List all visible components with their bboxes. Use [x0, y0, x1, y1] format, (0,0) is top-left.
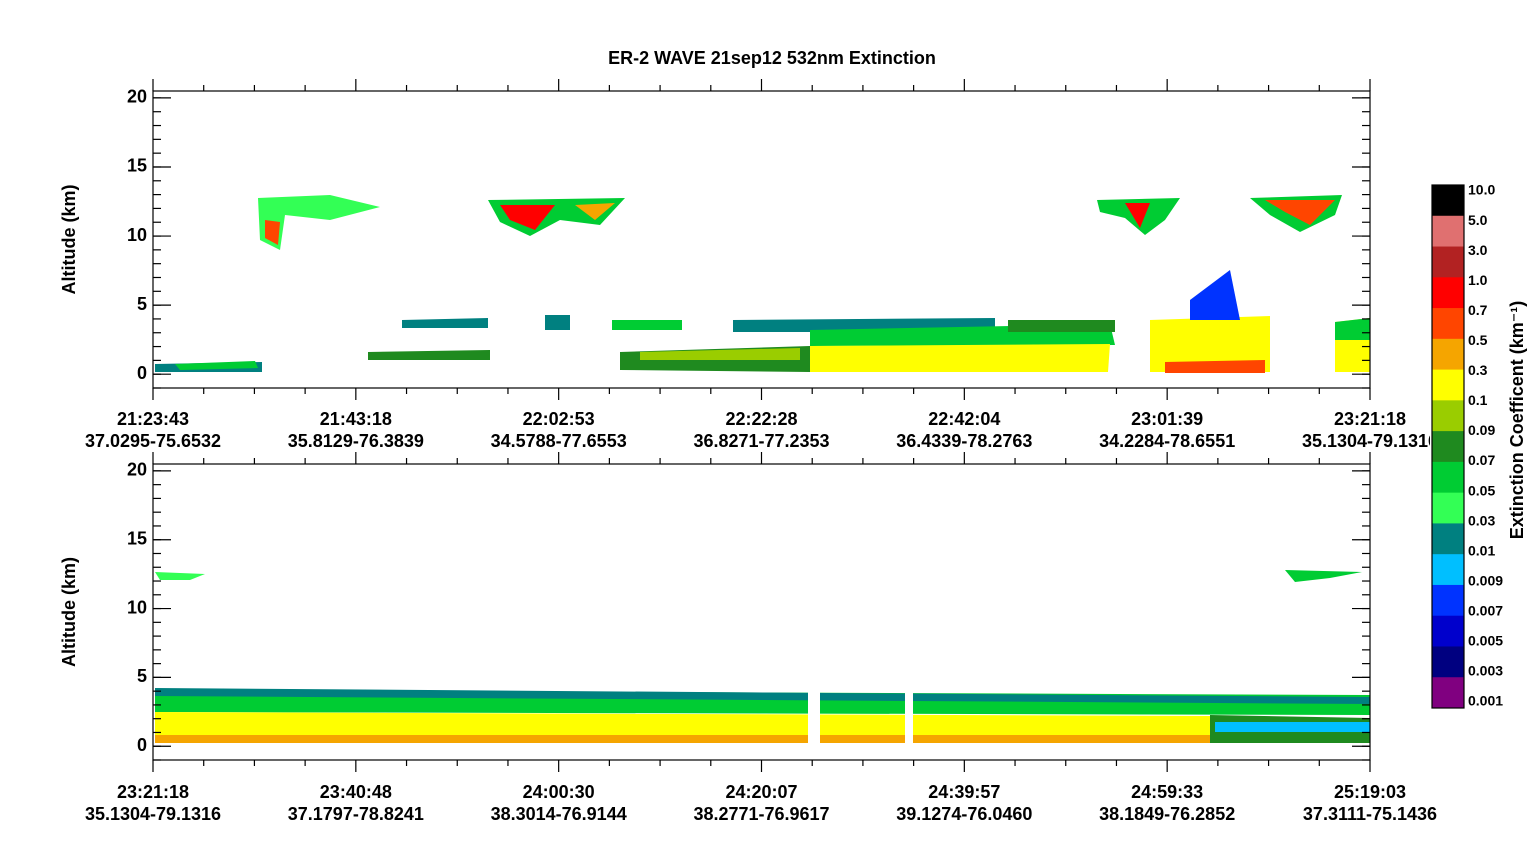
colorbar-label: 0.009 [1468, 572, 1503, 588]
colorbar-frame [1431, 184, 1465, 709]
colorbar-label: 0.5 [1468, 332, 1488, 348]
colorbar-label: 5.0 [1468, 212, 1488, 228]
colorbar-label: 0.001 [1468, 693, 1503, 709]
x-tick-time: 25:19:03 [1334, 782, 1406, 802]
x-tick-position: 38.1849-76.2852 [1099, 804, 1235, 824]
colorbar-label: 0.05 [1468, 482, 1495, 498]
colorbar-label: 0.03 [1468, 512, 1495, 528]
colorbar-band [1432, 431, 1464, 463]
y-axis-label: Altitude (km) [59, 557, 79, 667]
y-tick-label: 5 [137, 294, 147, 314]
y-tick-label: 10 [127, 597, 147, 617]
x-tick-position: 38.3014-76.9144 [491, 804, 627, 824]
colorbar-label: 0.07 [1468, 452, 1495, 468]
x-tick-time: 24:39:57 [928, 782, 1000, 802]
x-tick-position: 39.1274-76.0460 [896, 804, 1032, 824]
colorbar-band [1432, 615, 1464, 647]
colorbar-band [1432, 246, 1464, 278]
colorbar-label: 3.0 [1468, 242, 1488, 258]
x-tick-time: 22:22:28 [725, 409, 797, 429]
colorbar-band [1432, 400, 1464, 432]
y-tick-label: 15 [127, 156, 147, 176]
y-tick-label: 15 [127, 528, 147, 548]
x-tick-time: 22:42:04 [928, 409, 1000, 429]
colorbar-band [1432, 523, 1464, 555]
y-tick-label: 20 [127, 460, 147, 480]
colorbar-band [1432, 369, 1464, 401]
colorbar-band [1432, 492, 1464, 524]
colorbar-band [1432, 215, 1464, 248]
x-tick-time: 24:00:30 [523, 782, 595, 802]
colorbar-label: 1.0 [1468, 272, 1488, 288]
y-tick-label: 10 [127, 225, 147, 245]
colorbar-label: 0.003 [1468, 663, 1503, 679]
colorbar-band [1432, 308, 1464, 340]
colorbar-band [1432, 584, 1464, 617]
colorbar-label: 0.3 [1468, 362, 1488, 378]
x-tick-position: 37.3111-75.1436 [1303, 804, 1437, 824]
x-tick-position: 37.0295-75.6532 [85, 431, 221, 451]
colorbar-label: 0.1 [1468, 392, 1488, 408]
x-tick-position: 34.2284-78.6551 [1099, 431, 1235, 451]
chart-title: ER-2 WAVE 21sep12 532nm Extinction [608, 48, 936, 68]
colorbar-label: 0.005 [1468, 633, 1503, 649]
colorbar-title: Extinction Coefficent (km⁻¹) [1507, 301, 1527, 540]
x-tick-time: 24:20:07 [725, 782, 797, 802]
y-tick-label: 0 [137, 735, 147, 755]
y-tick-label: 20 [127, 87, 147, 107]
x-tick-time: 24:59:33 [1131, 782, 1203, 802]
colorbar-band [1432, 461, 1464, 494]
x-tick-position: 34.5788-77.6553 [491, 431, 627, 451]
x-tick-time: 23:21:18 [1334, 409, 1406, 429]
colorbar-band [1432, 338, 1464, 371]
colorbar-band [1432, 277, 1464, 309]
x-tick-position: 35.1304-79.1316 [85, 804, 221, 824]
y-axis-label: Altitude (km) [59, 184, 79, 294]
colorbar-label: 0.007 [1468, 603, 1503, 619]
x-tick-position: 35.8129-76.3839 [288, 431, 424, 451]
x-tick-time: 23:40:48 [320, 782, 392, 802]
colorbar-label: 0.7 [1468, 302, 1488, 318]
colorbar-label: 0.09 [1468, 422, 1495, 438]
colorbar-band [1432, 646, 1464, 678]
x-tick-position: 36.8271-77.2353 [693, 431, 829, 451]
x-tick-time: 22:02:53 [523, 409, 595, 429]
x-tick-position: 37.1797-78.8241 [288, 804, 424, 824]
x-tick-position: 38.2771-76.9617 [693, 804, 829, 824]
y-tick-label: 5 [137, 666, 147, 686]
y-tick-label: 0 [137, 363, 147, 383]
x-tick-time: 23:21:18 [117, 782, 189, 802]
x-tick-position: 36.4339-78.2763 [896, 431, 1032, 451]
x-tick-position: 35.1304-79.1316 [1302, 431, 1438, 451]
curtain-bottom [155, 570, 1370, 745]
colorbar-band [1432, 185, 1464, 217]
x-tick-time: 21:23:43 [117, 409, 189, 429]
colorbar-label: 0.01 [1468, 542, 1495, 558]
colorbar-band [1432, 554, 1464, 586]
x-tick-time: 21:43:18 [320, 409, 392, 429]
curtain-top [155, 195, 1370, 373]
colorbar-band [1432, 677, 1464, 709]
colorbar-label: 10.0 [1468, 182, 1495, 198]
x-tick-time: 23:01:39 [1131, 409, 1203, 429]
